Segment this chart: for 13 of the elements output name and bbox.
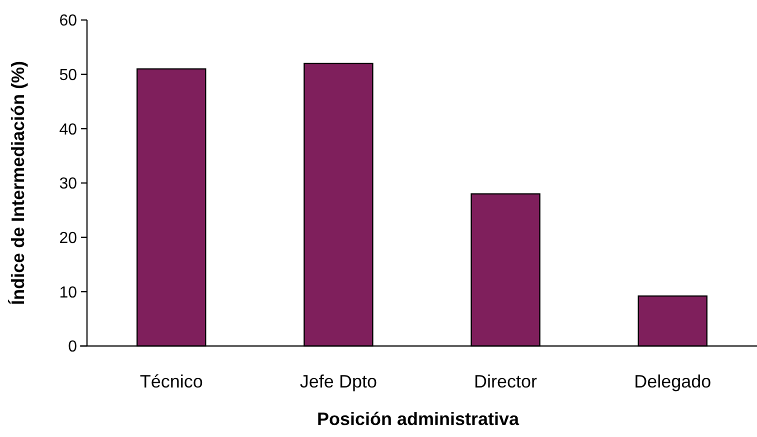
x-tick-label: Técnico — [140, 371, 203, 392]
y-tick-label: 10 — [59, 284, 78, 302]
y-tick-label: 50 — [59, 66, 78, 84]
y-tick-label: 0 — [68, 338, 78, 356]
y-tick-label: 30 — [59, 176, 78, 193]
y-tick-label: 40 — [59, 121, 78, 138]
y-axis-title: Índice de Intermediación (%) — [8, 60, 28, 306]
x-tick-label: Jefe Dpto — [300, 371, 377, 392]
y-tick-label: 60 — [59, 12, 78, 30]
x-tick-label: Director — [474, 371, 538, 392]
x-axis-title: Posición administrativa — [316, 409, 520, 429]
y-tick-label: 20 — [59, 230, 78, 247]
x-tick-label: Delegado — [634, 371, 712, 392]
